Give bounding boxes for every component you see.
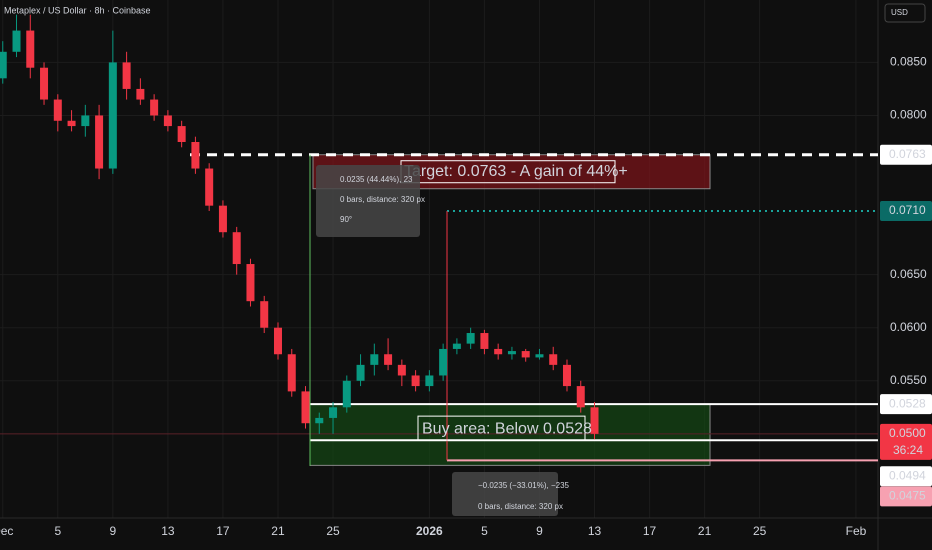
- candle-body: [549, 354, 558, 365]
- candle-body: [411, 375, 420, 387]
- candle-body: [218, 205, 227, 233]
- measure-text: 90°: [340, 215, 352, 224]
- x-tick-label: 5: [54, 524, 61, 538]
- candle-body: [521, 351, 530, 358]
- candle-body: [425, 375, 434, 387]
- candle-body: [342, 380, 351, 408]
- price-tag-label: 0.0500: [889, 426, 926, 440]
- price-tag-label: 0.0528: [889, 396, 926, 410]
- x-tick-label: 21: [271, 524, 285, 538]
- y-tick-label: 0.0550: [890, 373, 927, 387]
- x-tick-label: 13: [588, 524, 602, 538]
- price-tag-label: 0.0494: [889, 468, 926, 482]
- candle-body: [301, 391, 310, 424]
- candle-body: [562, 364, 571, 387]
- candle-body: [12, 30, 21, 52]
- x-tick-label: 21: [698, 524, 712, 538]
- candle-body: [67, 120, 76, 127]
- candle-body: [287, 354, 296, 392]
- countdown: 36:24: [893, 443, 923, 457]
- x-tick-label: 25: [326, 524, 340, 538]
- buy-box: [309, 403, 711, 466]
- price-tag-label: 0.0710: [889, 203, 926, 217]
- x-tick-label: 9: [110, 524, 117, 538]
- candle-body: [507, 351, 516, 355]
- currency-button[interactable]: [884, 3, 926, 23]
- y-tick-label: 0.0600: [890, 320, 927, 334]
- measure-tooltip: [452, 472, 558, 516]
- y-tick-label: 0.0800: [890, 108, 927, 122]
- candle-body: [232, 232, 241, 265]
- x-tick-label: 17: [216, 524, 230, 538]
- measure-text: 0 bars, distance: 320 px: [478, 502, 563, 511]
- candle-body: [81, 115, 90, 127]
- candle-body: [205, 168, 214, 206]
- price-tag: [880, 394, 932, 415]
- candle-body: [150, 99, 159, 116]
- price-tag: [880, 486, 932, 507]
- x-tick-label: 9: [536, 524, 543, 538]
- candle-body: [40, 67, 49, 100]
- x-tick-label: 2026: [416, 524, 443, 538]
- x-tick-label: 13: [161, 524, 175, 538]
- candle-body: [576, 386, 585, 408]
- measure-tooltip: [316, 165, 420, 237]
- candle-body: [439, 348, 448, 376]
- candle-body: [136, 88, 145, 100]
- candle-body: [95, 115, 104, 169]
- measure-text: 0 bars, distance: 320 px: [340, 195, 425, 204]
- target-text: Target: 0.0763 - A gain of 44%+: [404, 163, 628, 180]
- candle-body: [452, 343, 461, 349]
- price-tag: [880, 144, 932, 165]
- candle-body: [315, 417, 324, 424]
- measure-text: −0.0235 (−33.01%), −235: [478, 481, 570, 490]
- chart-title: Metaplex / US Dollar · 8h · Coinbase: [4, 5, 151, 15]
- candle-body: [191, 141, 200, 169]
- price-tag: [880, 423, 932, 460]
- buy-text: Buy area: Below 0.0528: [422, 420, 592, 437]
- x-tick-label: Dec: [0, 524, 13, 538]
- currency[interactable]: USD: [891, 8, 908, 17]
- price-tag-label: 0.0475: [889, 489, 926, 503]
- candle-body: [590, 407, 599, 434]
- candle-body: [108, 62, 117, 169]
- x-tick-label: 25: [753, 524, 767, 538]
- candle-body: [397, 364, 406, 376]
- candle-body: [53, 99, 62, 121]
- y-tick-label: 0.0650: [890, 267, 927, 281]
- candle-body: [273, 327, 282, 355]
- candle-body: [466, 333, 475, 344]
- candle-body: [535, 354, 544, 358]
- price-tag: [880, 466, 932, 487]
- price-tag: [880, 200, 932, 221]
- candle-body: [356, 364, 365, 381]
- candle-body: [480, 333, 489, 349]
- x-tick-label: 17: [643, 524, 657, 538]
- candle-body: [246, 264, 255, 302]
- candle-body: [329, 407, 338, 418]
- y-tick-label: 0.0850: [890, 55, 927, 69]
- price-tag-label: 0.0763: [889, 147, 926, 161]
- candle-body: [384, 354, 393, 365]
- candle-body: [122, 62, 131, 89]
- candle-body: [163, 115, 172, 127]
- candle-body: [494, 348, 503, 355]
- candle-body: [26, 30, 35, 68]
- x-tick-label: Feb: [846, 524, 867, 538]
- candle-body: [0, 51, 7, 79]
- candle-body: [260, 301, 269, 328]
- measure-text: 0.0235 (44.44%), 23: [340, 175, 413, 184]
- candle-body: [370, 354, 379, 365]
- buy-text-box: [417, 415, 586, 441]
- candle-body: [177, 126, 186, 142]
- x-tick-label: 5: [481, 524, 488, 538]
